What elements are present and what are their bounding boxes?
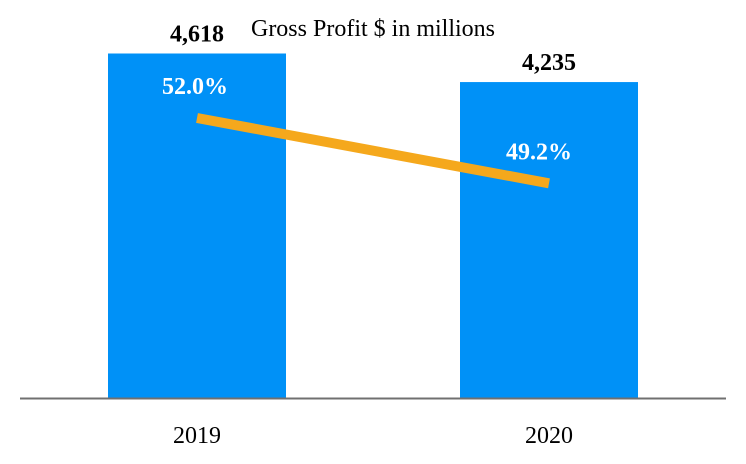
bar-value-label-2019: 4,618 [170,21,224,47]
bars-layer [108,53,638,399]
labels-layer: 4,618 2019 4,235 2020 52.0% 49.2% [162,21,576,449]
margin-value-label-2019: 52.0% [162,74,228,100]
chart-title: Gross Profit $ in millions [250,16,496,42]
bar-2020 [460,82,638,398]
gross-margin-line [196,113,550,189]
margin-line-layer [196,113,550,189]
bar-2019 [108,53,286,399]
margin-value-label-2020: 49.2% [506,139,572,165]
bar-value-label-2020: 4,235 [522,50,576,76]
x-tick-label-2019: 2019 [173,423,221,449]
x-tick-label-2020: 2020 [525,423,573,449]
